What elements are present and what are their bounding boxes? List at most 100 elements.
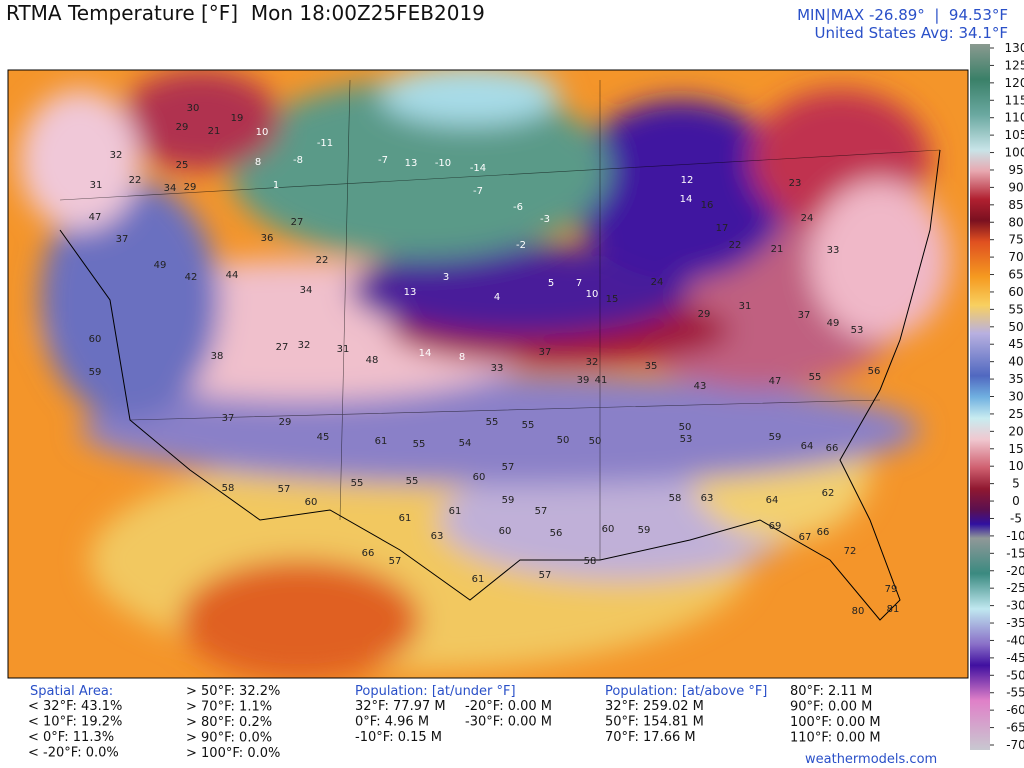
station-temperature: 31: [739, 301, 752, 312]
footer-stat: < 10°F: 19.2%: [28, 715, 122, 730]
station-temperature: 15: [606, 294, 619, 305]
station-temperature: 55: [486, 417, 499, 428]
colorbar-label: -20: [1006, 564, 1024, 578]
min-max: MIN|MAX -26.89° | 94.53°F: [797, 6, 1008, 24]
station-temperature: 31: [337, 344, 350, 355]
station-temperature: 23: [789, 178, 802, 189]
station-temperature: 37: [539, 347, 552, 358]
station-temperature: 59: [502, 495, 515, 506]
colorbar-label: 15: [1008, 442, 1023, 456]
station-temperature: 64: [801, 441, 814, 452]
station-temperature: 58: [584, 556, 597, 567]
colorbar-label: -40: [1006, 633, 1024, 647]
station-temperature: 53: [851, 325, 864, 336]
station-temperature: 21: [208, 126, 221, 137]
station-temperature: 63: [431, 531, 444, 542]
station-temperature: 29: [184, 182, 197, 193]
station-temperature: 61: [399, 513, 412, 524]
station-temperature: 72: [844, 546, 857, 557]
colorbar-label: 115: [1005, 93, 1024, 107]
station-temperature: 61: [472, 574, 485, 585]
station-temperature: 8: [459, 352, 465, 363]
station-temperature: 10: [586, 289, 599, 300]
station-temperature: -14: [470, 163, 486, 174]
station-temperature: 63: [701, 493, 714, 504]
station-temperature: 42: [185, 272, 198, 283]
colorbar-label: -5: [1010, 511, 1022, 525]
station-temperature: 37: [222, 413, 235, 424]
colorbar-label: 95: [1008, 163, 1023, 177]
footer-stat: 0°F: 4.96 M: [355, 715, 429, 730]
colorbar-label: 90: [1008, 180, 1023, 194]
station-temperature: 3: [443, 272, 449, 283]
colorbar-ticks: 1301251201151101051009590858075706560555…: [990, 41, 1024, 752]
station-temperature: 64: [766, 495, 779, 506]
footer-stat: < 0°F: 11.3%: [28, 730, 114, 745]
footer-stat: 90°F: 0.00 M: [790, 700, 872, 715]
title: RTMA Temperature [°F] Mon 18:00Z25FEB201…: [6, 1, 485, 25]
station-temperature: 14: [419, 348, 432, 359]
footer-stat: 50°F: 154.81 M: [605, 715, 704, 730]
station-temperature: 35: [645, 361, 658, 372]
footer-stat: 32°F: 77.97 M: [355, 699, 446, 714]
station-temperature: 49: [154, 260, 167, 271]
colorbar-label: -50: [1006, 668, 1024, 682]
station-temperature: 56: [550, 528, 563, 539]
station-temperature: 21: [771, 244, 784, 255]
station-temperature: 29: [279, 417, 292, 428]
station-temperature: 32: [110, 150, 123, 161]
station-temperature: 22: [729, 240, 742, 251]
colorbar-label: -55: [1006, 686, 1024, 700]
station-temperature: 55: [351, 478, 364, 489]
station-temperature: 7: [576, 278, 582, 289]
station-temperature: 60: [305, 497, 318, 508]
station-temperature: -6: [513, 202, 523, 213]
station-temperature: 13: [404, 287, 417, 298]
average: United States Avg: 34.1°F: [815, 24, 1008, 42]
colorbar-label: 0: [1012, 494, 1020, 508]
footer-stat: > 100°F: 0.0%: [186, 746, 280, 761]
station-temperature: 27: [291, 217, 304, 228]
footer-stat: 100°F: 0.00 M: [790, 715, 881, 730]
footer-stat: 32°F: 259.02 M: [605, 699, 704, 714]
station-temperature: 59: [638, 525, 651, 536]
colorbar-label: -35: [1006, 616, 1024, 630]
station-temperature: 44: [226, 270, 239, 281]
footer-stat: 110°F: 0.00 M: [790, 731, 881, 746]
footer-stat: > 70°F: 1.1%: [186, 700, 272, 715]
station-temperature: 79: [885, 584, 898, 595]
station-temperature: 59: [89, 367, 102, 378]
station-temperature: 66: [362, 548, 375, 559]
station-temperature: 60: [499, 526, 512, 537]
station-temperature: -2: [516, 240, 526, 251]
station-temperature: 60: [89, 334, 102, 345]
colorbar-label: -30: [1006, 599, 1024, 613]
station-temperature: -8: [293, 155, 303, 166]
credit: weathermodels.com: [805, 752, 937, 767]
station-temperature: 39: [577, 375, 590, 386]
station-temperature: 33: [491, 363, 504, 374]
station-temperature: -7: [473, 186, 483, 197]
station-temperature: 43: [694, 381, 707, 392]
map-frame: [7, 69, 969, 679]
station-temperature: 57: [502, 462, 515, 473]
footer: Spatial Area:< 32°F: 43.1%< 10°F: 19.2%<…: [28, 684, 937, 767]
station-temperature: 29: [698, 309, 711, 320]
footer-heading: Population: [at/under °F]: [355, 684, 516, 699]
station-temperature: 55: [406, 476, 419, 487]
colorbar-label: 65: [1008, 268, 1023, 282]
coastline: [59, 149, 941, 621]
colorbar-label: -60: [1006, 703, 1024, 717]
station-temperature: 31: [90, 180, 103, 191]
station-temperature: 25: [176, 160, 189, 171]
station-temperature: 81: [887, 604, 900, 615]
station-temperature: 14: [680, 194, 693, 205]
station-temperature: 50: [557, 435, 570, 446]
station-temperature: 58: [669, 493, 682, 504]
station-temperature: 50: [679, 422, 692, 433]
station-temperature: 57: [278, 484, 291, 495]
station-temperature: 61: [375, 436, 388, 447]
station-temperature: 37: [798, 310, 811, 321]
station-temperature: 55: [522, 420, 535, 431]
station-temperature: 56: [868, 366, 881, 377]
